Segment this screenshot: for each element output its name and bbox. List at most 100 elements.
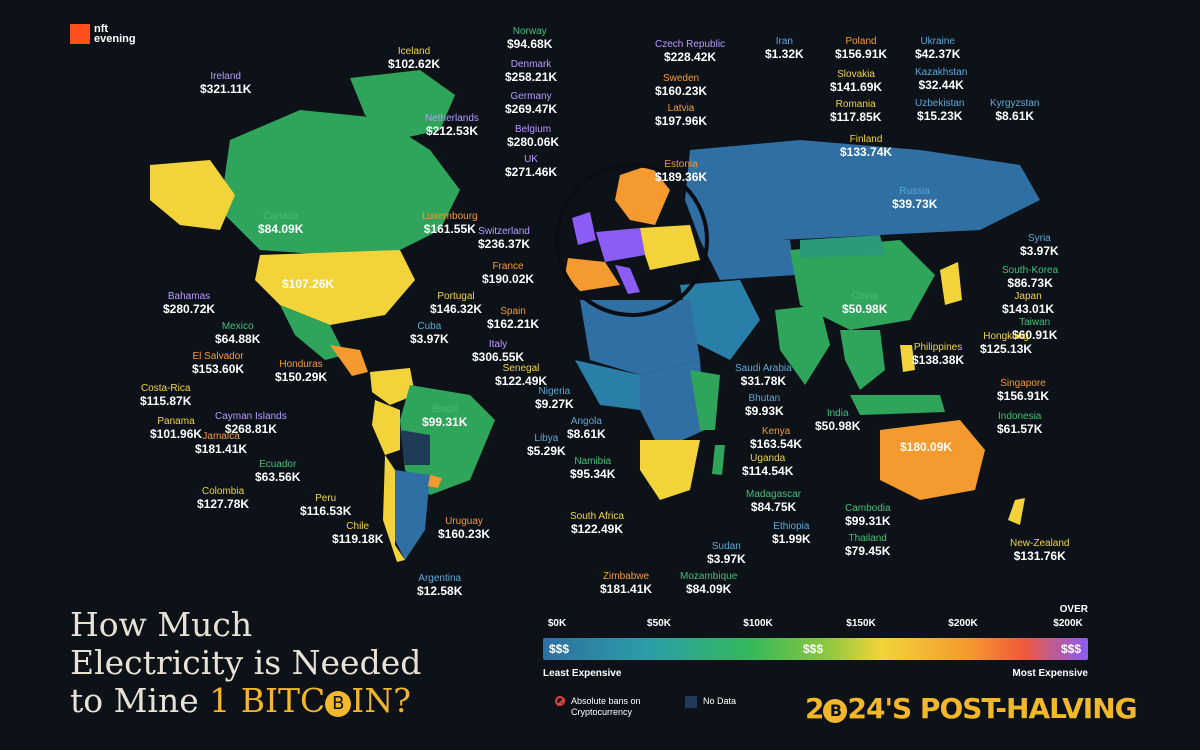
- title-highlight-text: 1 BITC: [209, 681, 326, 720]
- country-value: $86.73K: [1007, 276, 1053, 290]
- country-value: $64.88K: [215, 332, 261, 346]
- country-value: $153.60K: [192, 362, 245, 376]
- logo-text: nft evening: [94, 23, 136, 45]
- country-name: Syria: [1027, 233, 1051, 244]
- country-label-saudi-arabia: Saudi Arabia $31.78K: [735, 362, 792, 388]
- legend-over: OVER: [1059, 604, 1088, 615]
- country-name: El Salvador: [192, 351, 244, 362]
- country-name: Honduras: [279, 359, 323, 370]
- title-line1: How Much: [70, 605, 253, 644]
- country-label-el-salvador: El Salvador $153.60K: [192, 350, 244, 376]
- country-value: $8.61K: [567, 427, 606, 441]
- country-value: $125.13K: [980, 342, 1033, 356]
- country-label-bhutan: Bhutan $9.93K: [745, 392, 784, 418]
- country-value: $9.27K: [535, 397, 574, 411]
- dollar-signs-icon: $$$: [803, 642, 824, 656]
- title-line3: to Mine 1 BITC B IN?: [70, 682, 421, 720]
- country-label-iceland: Iceland $102.62K: [388, 45, 440, 71]
- country-value: $280.72K: [163, 302, 216, 316]
- country-name: Australia: [906, 429, 946, 440]
- country-value: $12.58K: [417, 584, 463, 598]
- country-name: Bahamas: [167, 291, 211, 302]
- map-uruguay: [428, 475, 442, 488]
- map-canada: [220, 110, 460, 255]
- country-label-jamaica: Jamaica $181.41K: [195, 430, 247, 456]
- country-value: $156.91K: [997, 389, 1050, 403]
- map-france-iberia: [565, 258, 620, 292]
- country-label-mozambique: Mozambique $84.09K: [680, 570, 737, 596]
- country-label-belgium: Belgium $280.06K: [507, 123, 559, 149]
- country-value: $63.56K: [255, 470, 301, 484]
- country-name: Italy: [488, 339, 508, 350]
- country-name: Ecuador: [259, 459, 297, 470]
- country-name: Cambodia: [845, 503, 891, 514]
- ban-key: Absolute bans on Cryptocurrency: [555, 696, 661, 718]
- map-mongolia: [800, 235, 885, 258]
- country-name: Russia: [899, 186, 930, 197]
- country-name: Mexico: [221, 321, 254, 332]
- gradient-bar: [543, 638, 1088, 660]
- country-name: Estonia: [664, 159, 698, 170]
- country-label-singapore: Singapore $156.91K: [997, 377, 1049, 403]
- country-name: USA: [297, 266, 319, 277]
- country-name: Singapore: [1000, 378, 1046, 389]
- country-label-brazil: Brazil $99.31K: [422, 403, 467, 429]
- country-label-colombia: Colombia $127.78K: [197, 485, 249, 511]
- country-name: Canada: [263, 211, 299, 222]
- country-value: $39.73K: [892, 197, 938, 211]
- country-label-estonia: Estonia $189.36K: [655, 158, 707, 184]
- map-mexico: [280, 305, 345, 360]
- nodata-swatch: [685, 696, 697, 708]
- country-label-luxembourg: Luxembourg $161.55K: [422, 210, 478, 236]
- country-value: $133.74K: [840, 145, 893, 159]
- post-halving-title: 2 B 24'S POST-HALVING: [805, 692, 1138, 725]
- country-label-ecuador: Ecuador $63.56K: [255, 458, 300, 484]
- map-china: [790, 240, 935, 330]
- country-label-kenya: Kenya $163.54K: [750, 425, 802, 451]
- country-value: $306.55K: [472, 350, 525, 364]
- country-label-libya: Libya $5.29K: [527, 432, 566, 458]
- country-label-uzbekistan: Uzbekistan $15.23K: [915, 97, 964, 123]
- country-value: $181.41K: [195, 442, 248, 456]
- country-label-australia: Australia $180.09K: [900, 428, 952, 454]
- legend-tick: $0K: [547, 618, 567, 629]
- country-label-new-zealand: New-Zealand $131.76K: [1010, 537, 1069, 563]
- map-greenland: [350, 70, 455, 140]
- map-central-africa: [640, 360, 705, 450]
- world-map: [150, 70, 1040, 562]
- country-value: $197.96K: [655, 114, 708, 128]
- country-value: $228.42K: [664, 50, 717, 64]
- country-label-usa: USA $107.26K: [282, 265, 334, 291]
- map-italy: [615, 265, 640, 294]
- country-value: $95.34K: [570, 467, 616, 481]
- country-label-norway: Norway $94.68K: [507, 25, 552, 51]
- country-name: China: [851, 291, 878, 302]
- country-name: Philippines: [913, 342, 963, 353]
- country-value: $50.98K: [842, 302, 888, 316]
- map-australia: [880, 420, 985, 500]
- country-name: Hongkong: [983, 331, 1029, 342]
- country-value: $107.26K: [282, 277, 335, 291]
- logo-line1: nft: [94, 23, 109, 35]
- country-label-russia: Russia $39.73K: [892, 185, 937, 211]
- country-value: $189.36K: [655, 170, 708, 184]
- country-name: Belgium: [514, 124, 552, 135]
- country-label-angola: Angola $8.61K: [567, 415, 606, 441]
- country-name: Finland: [849, 134, 883, 145]
- country-value: $160.23K: [438, 527, 491, 541]
- country-name: Peru: [315, 493, 337, 504]
- country-value: $31.78K: [740, 374, 787, 388]
- map-russia: [685, 140, 1040, 240]
- country-value: $156.91K: [835, 47, 888, 61]
- country-name: Kyrgyzstan: [990, 98, 1040, 109]
- map-uk-ireland: [572, 212, 596, 245]
- country-name: Ukraine: [920, 36, 955, 47]
- country-name: Argentina: [418, 573, 462, 584]
- country-value: $84.09K: [685, 582, 732, 596]
- country-name: Uruguay: [445, 516, 483, 527]
- country-value: $143.01K: [1002, 302, 1055, 316]
- country-value: $42.37K: [915, 47, 961, 61]
- country-name: Sweden: [662, 73, 700, 84]
- country-label-mexico: Mexico $64.88K: [215, 320, 260, 346]
